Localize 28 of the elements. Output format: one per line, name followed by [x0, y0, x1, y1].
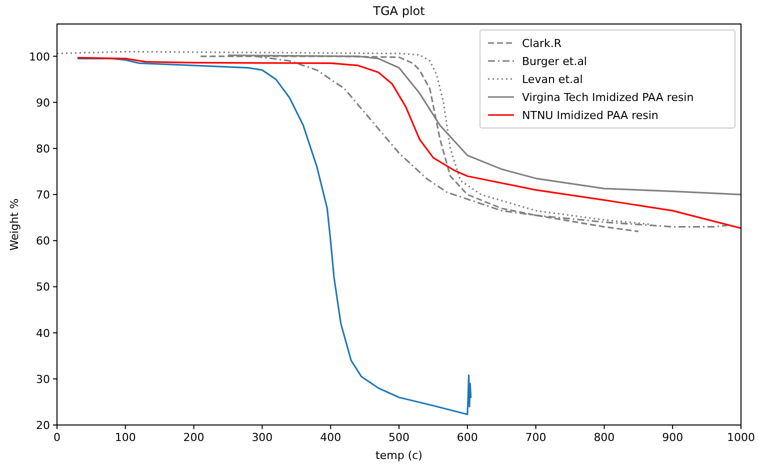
x-axis-title: temp (c): [376, 449, 422, 462]
chart-title: TGA plot: [372, 4, 426, 18]
x-tick-label: 500: [388, 431, 410, 444]
legend-label: NTNU Imidized PAA resin: [522, 109, 658, 122]
y-tick-label: 30: [36, 372, 50, 386]
y-tick-label: 70: [36, 188, 50, 202]
x-tick-label: 400: [320, 431, 342, 444]
x-tick-label: 1000: [727, 431, 755, 444]
y-tick-label: 60: [36, 234, 50, 248]
y-tick-label: 20: [36, 419, 50, 432]
legend-label: Virgina Tech Imidized PAA resin: [522, 91, 694, 104]
x-tick-label: 200: [183, 431, 204, 444]
y-tick-label: 40: [36, 326, 50, 340]
x-tick-label: 900: [662, 431, 684, 444]
x-tick-label: 700: [525, 431, 546, 444]
y-axis-title: Weight %: [8, 198, 21, 251]
x-tick-label: 300: [252, 431, 273, 444]
x-tick-label: 600: [456, 431, 478, 444]
legend-label: Burger et.al: [522, 55, 587, 68]
legend-label: Levan et.al: [522, 73, 583, 86]
y-tick-label: 80: [36, 142, 50, 156]
legend-label: Clark.R: [522, 37, 562, 50]
y-tick-label: 100: [29, 50, 50, 64]
x-tick-label: 100: [114, 431, 136, 444]
y-tick-label: 50: [36, 280, 50, 294]
x-tick-label: 800: [594, 431, 615, 444]
y-tick-label: 90: [36, 96, 50, 110]
x-tick-label: 0: [54, 431, 60, 444]
